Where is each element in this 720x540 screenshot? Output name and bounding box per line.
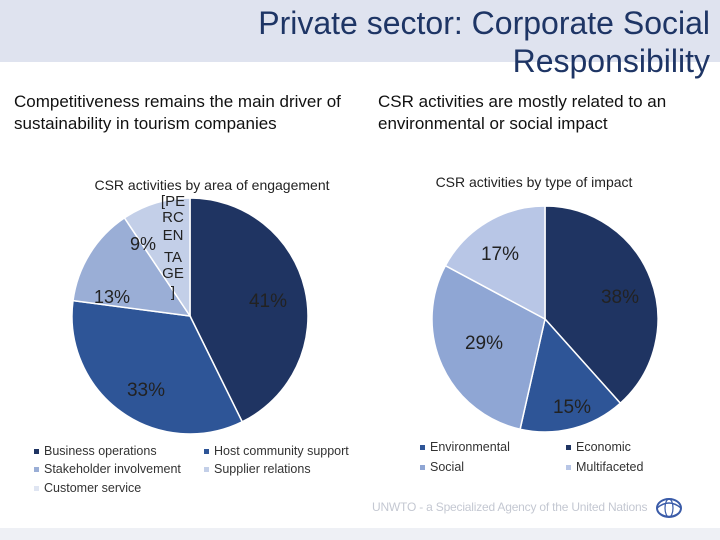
- pie-slice: [444, 205, 546, 321]
- data-label: 15%: [553, 397, 591, 418]
- pie-slice: [71, 299, 244, 435]
- legend-item: Business operations: [34, 444, 157, 458]
- pie-chart-impact: 38% 15% 29% 17%: [431, 205, 659, 433]
- legend-item: Multifaceted: [566, 460, 643, 474]
- pie-slice: [189, 197, 309, 423]
- footer-text: UNWTO - a Specialized Agency of the Unit…: [372, 500, 648, 514]
- data-label: 13%: [94, 287, 130, 307]
- legend-item: Stakeholder involvement: [34, 462, 181, 476]
- pie-slice: [519, 317, 622, 433]
- pie-slice: [123, 197, 191, 319]
- legend-item: Environmental: [420, 440, 510, 454]
- legend-item: Economic: [566, 440, 631, 454]
- data-label: 29%: [465, 333, 503, 354]
- data-label: 41%: [249, 291, 287, 312]
- data-label: 38%: [601, 287, 639, 308]
- pie-chart-engagement: 41% 33% 13% 9%[PE RC EN TA GE]: [71, 193, 309, 435]
- legend-item: Customer service: [34, 481, 141, 495]
- legend-item: Host community support: [204, 444, 349, 458]
- legend-item: Supplier relations: [204, 462, 311, 476]
- data-label: 17%: [481, 244, 519, 265]
- chart2-title: CSR activities by type of impact: [436, 174, 633, 190]
- title-band: [0, 0, 720, 62]
- right-heading: CSR activities are mostly related to an …: [378, 92, 667, 133]
- pie-slice: [72, 216, 192, 317]
- pie-slice: [544, 205, 659, 405]
- slide-title: Private sector: Corporate Social Respons…: [258, 5, 710, 79]
- pie-slice: [431, 264, 546, 431]
- data-label: 9%: [130, 234, 156, 254]
- unwto-globe-icon: [652, 494, 686, 524]
- legend-item: Social: [420, 460, 464, 474]
- left-heading: Competitiveness remains the main driver …: [14, 92, 341, 133]
- data-label: [PE RC EN TA GE]: [161, 193, 185, 301]
- bottom-band: [0, 528, 720, 540]
- data-label: 33%: [127, 380, 165, 401]
- chart1-title: CSR activities by area of engagement: [94, 177, 329, 193]
